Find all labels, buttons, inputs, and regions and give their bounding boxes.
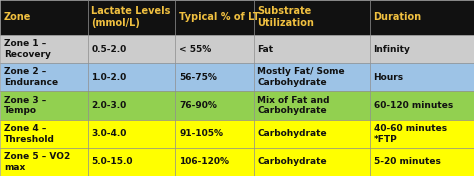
Text: Typical % of LT: Typical % of LT	[179, 12, 260, 23]
Bar	[0, 148, 88, 176]
Bar	[370, 91, 474, 120]
Bar	[175, 63, 254, 91]
Text: Carbohydrate: Carbohydrate	[257, 157, 327, 166]
Text: Fat: Fat	[257, 45, 273, 54]
Text: Lactate Levels
(mmol/L): Lactate Levels (mmol/L)	[91, 7, 171, 29]
Text: Duration: Duration	[374, 12, 422, 23]
Bar	[370, 120, 474, 148]
Bar	[88, 91, 175, 120]
Bar	[0, 35, 88, 63]
Text: 56-75%: 56-75%	[179, 73, 217, 82]
Bar	[0, 120, 88, 148]
Bar	[370, 35, 474, 63]
Bar	[175, 35, 254, 63]
Text: 2.0-3.0: 2.0-3.0	[91, 101, 127, 110]
Text: Mostly Fat/ Some
Carbohydrate: Mostly Fat/ Some Carbohydrate	[257, 67, 345, 87]
Text: 1.0-2.0: 1.0-2.0	[91, 73, 127, 82]
Text: Substrate
Utilization: Substrate Utilization	[257, 7, 314, 29]
Text: Infinity: Infinity	[374, 45, 410, 54]
Bar	[88, 120, 175, 148]
Bar	[175, 91, 254, 120]
Bar	[254, 91, 370, 120]
Text: 5.0-15.0: 5.0-15.0	[91, 157, 133, 166]
Text: 91-105%: 91-105%	[179, 129, 223, 138]
Bar	[88, 148, 175, 176]
Text: Zone 1 –
Recovery: Zone 1 – Recovery	[4, 39, 51, 59]
Bar	[370, 0, 474, 35]
Text: 3.0-4.0: 3.0-4.0	[91, 129, 127, 138]
Text: Zone 2 –
Endurance: Zone 2 – Endurance	[4, 67, 58, 87]
Bar	[254, 35, 370, 63]
Text: 0.5-2.0: 0.5-2.0	[91, 45, 127, 54]
Bar	[175, 0, 254, 35]
Text: 40-60 minutes
*FTP: 40-60 minutes *FTP	[374, 124, 447, 144]
Bar	[370, 63, 474, 91]
Bar	[254, 0, 370, 35]
Bar	[88, 35, 175, 63]
Bar	[254, 148, 370, 176]
Text: Zone 4 –
Threshold: Zone 4 – Threshold	[4, 124, 55, 144]
Text: Carbohydrate: Carbohydrate	[257, 129, 327, 138]
Bar	[254, 120, 370, 148]
Bar	[0, 63, 88, 91]
Bar	[0, 91, 88, 120]
Bar	[175, 148, 254, 176]
Bar	[0, 0, 88, 35]
Text: Zone 3 –
Tempo: Zone 3 – Tempo	[4, 96, 46, 115]
Text: < 55%: < 55%	[179, 45, 211, 54]
Text: Zone: Zone	[4, 12, 31, 23]
Text: 60-120 minutes: 60-120 minutes	[374, 101, 453, 110]
Bar	[254, 63, 370, 91]
Text: Mix of Fat and
Carbohydrate: Mix of Fat and Carbohydrate	[257, 96, 330, 115]
Text: Hours: Hours	[374, 73, 404, 82]
Bar	[175, 120, 254, 148]
Text: 76-90%: 76-90%	[179, 101, 217, 110]
Bar	[88, 63, 175, 91]
Text: 106-120%: 106-120%	[179, 157, 229, 166]
Bar	[370, 148, 474, 176]
Text: 5-20 minutes: 5-20 minutes	[374, 157, 440, 166]
Text: Zone 5 – VO2
max: Zone 5 – VO2 max	[4, 152, 70, 172]
Bar	[88, 0, 175, 35]
